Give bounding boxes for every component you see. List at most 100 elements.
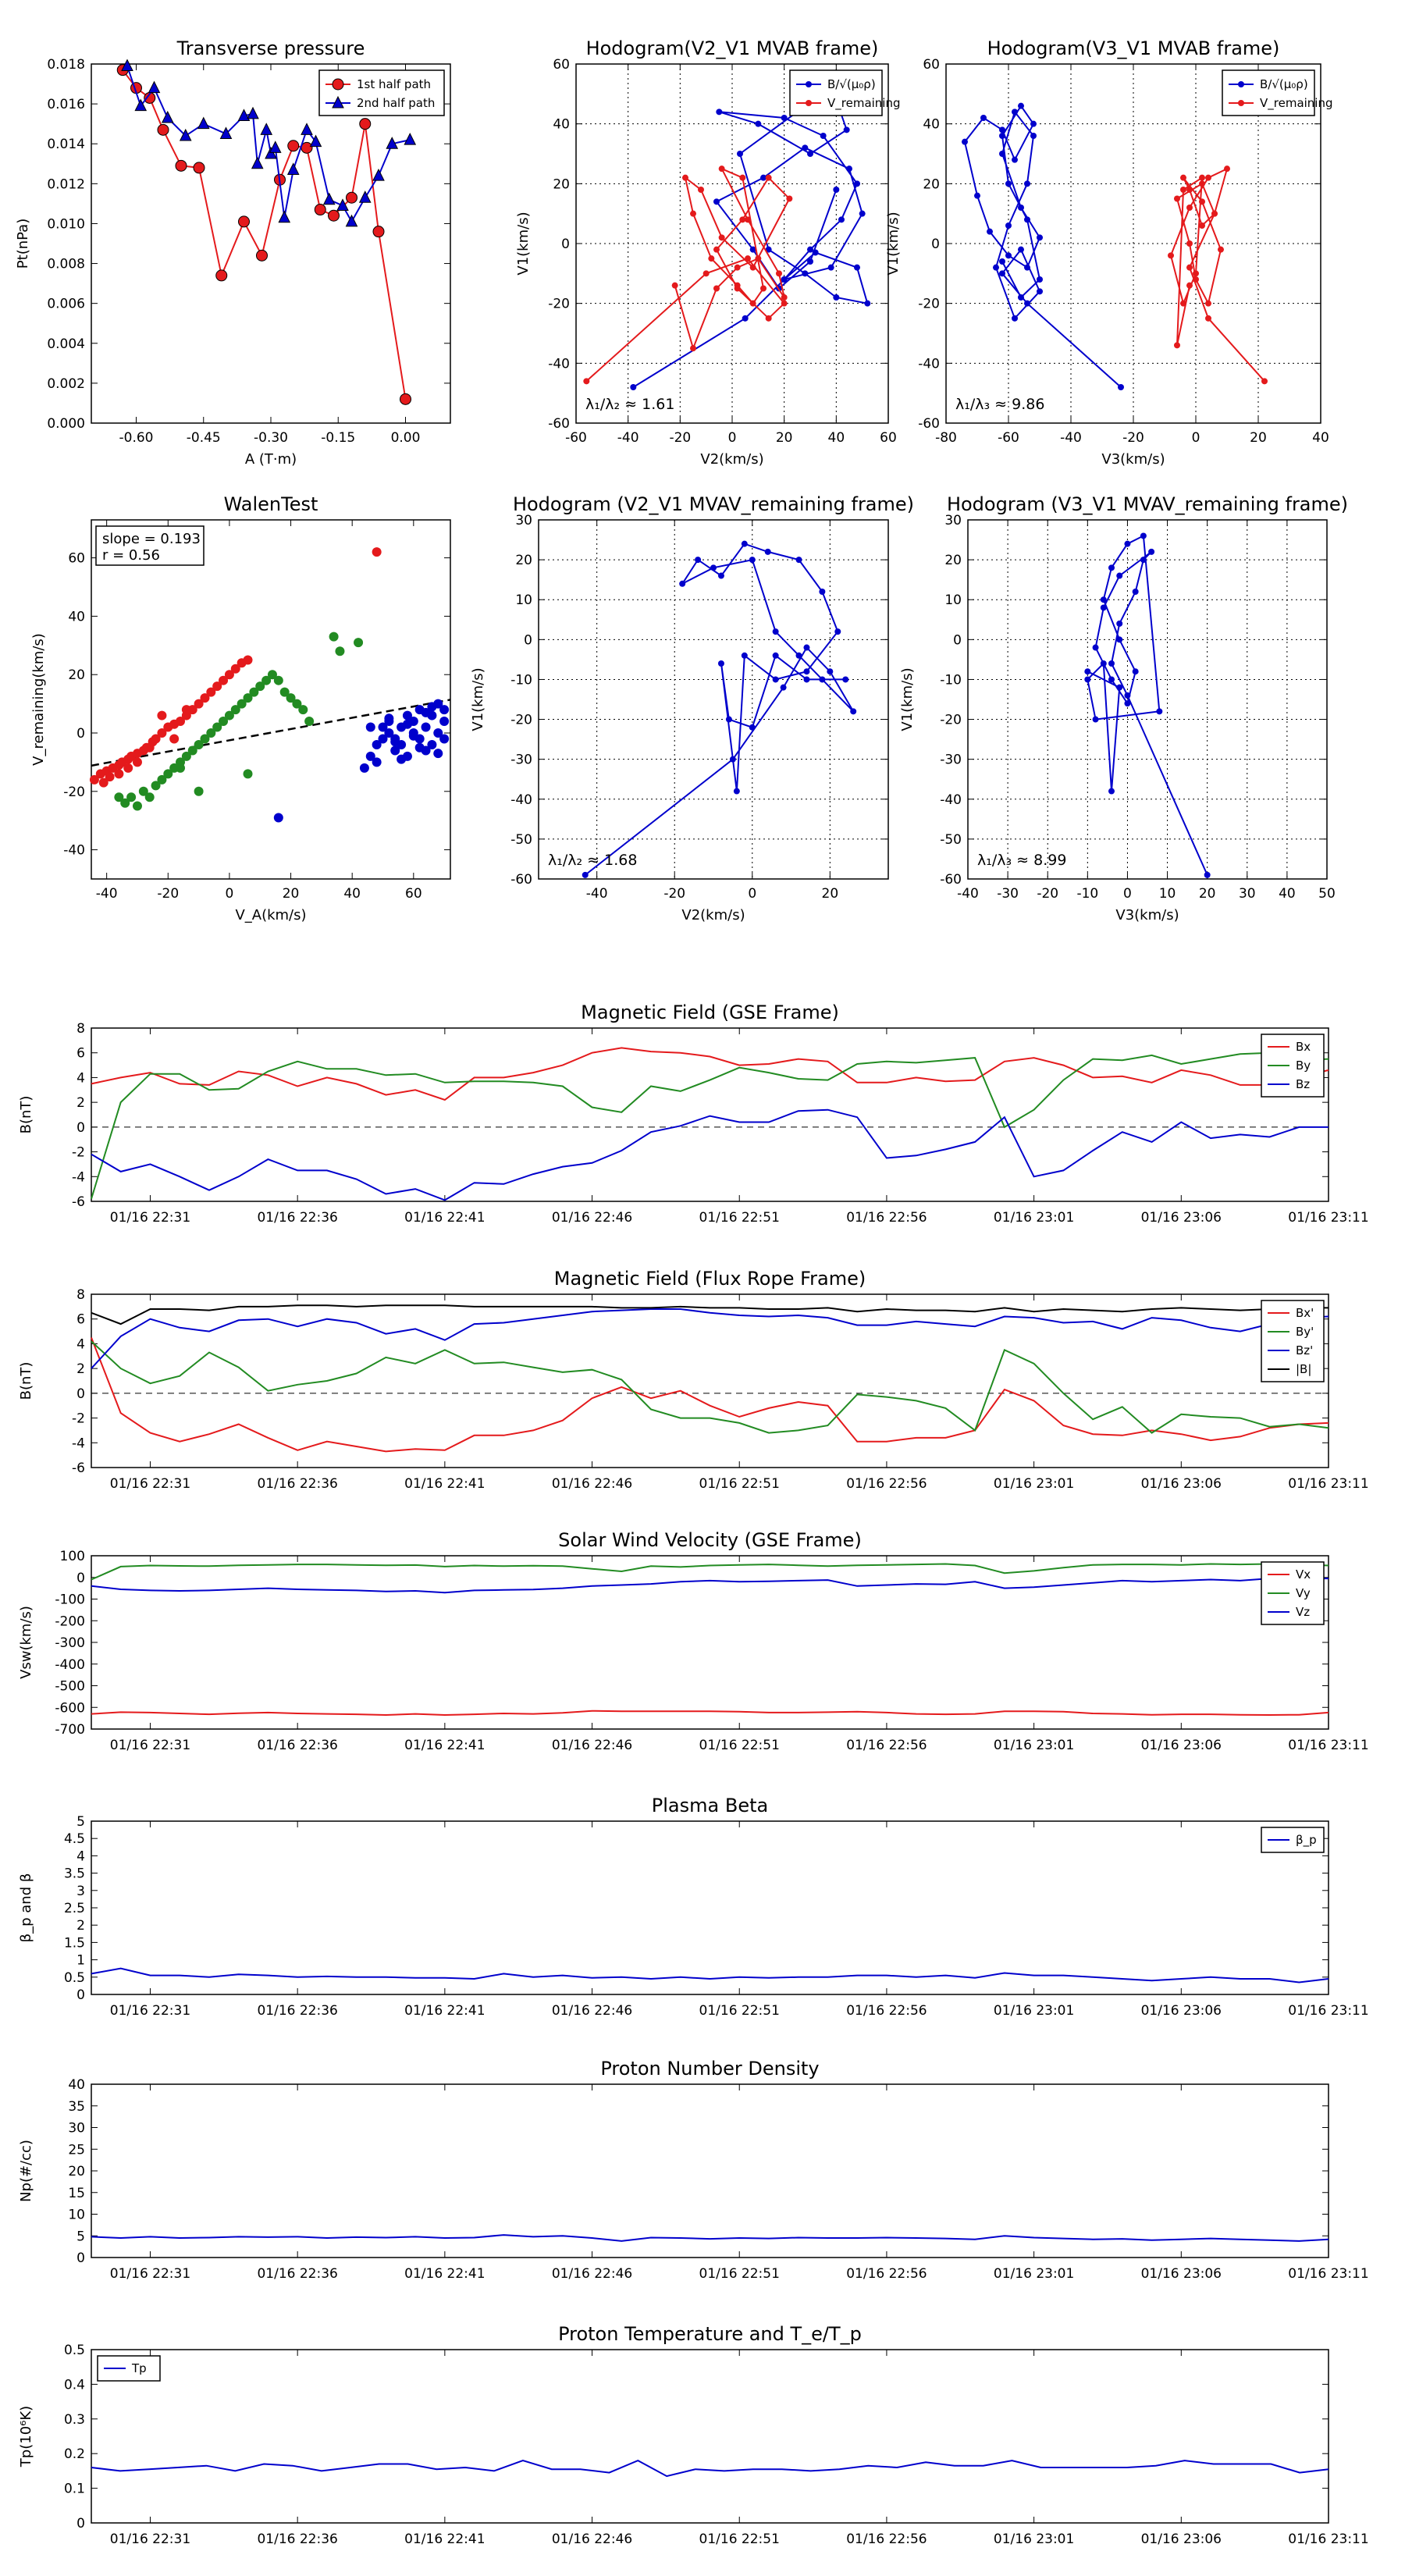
walen-series-1-point: [138, 786, 148, 796]
walen-series-1-point: [194, 786, 204, 796]
h1-series-1-point: [760, 285, 767, 292]
h2-series-0-point: [974, 192, 980, 199]
walen-series-1-point: [176, 763, 186, 773]
h3-series-0-point: [582, 871, 589, 878]
h2-legend-marker: [1238, 100, 1244, 106]
h2-series-1-point: [1180, 187, 1186, 193]
bfr-series-0-line: [91, 1337, 1329, 1453]
h4-xtick-label: 50: [1318, 886, 1336, 902]
h1-series-1-point: [755, 255, 762, 262]
h4-series-0-point: [1100, 660, 1107, 667]
walen-series-2-point: [433, 728, 443, 738]
h2-series-0-point: [1018, 246, 1024, 253]
h4-ytick-label: -40: [940, 792, 962, 808]
h3-series-0-point: [764, 548, 771, 555]
walen-series-1-point: [286, 693, 296, 703]
h1-series-1-point: [718, 234, 725, 241]
h2-series-0-point: [999, 258, 1005, 265]
tp-series-1-point: [251, 156, 264, 169]
h2-series-1-point: [1199, 198, 1205, 205]
vsw-title: Solar Wind Velocity (GSE Frame): [558, 1529, 862, 1551]
h4-series-0-point: [1132, 668, 1139, 675]
h3-series-0-point: [717, 572, 724, 579]
np-ytick-label: 35: [68, 2099, 85, 2115]
tp-series-1-point: [247, 106, 259, 119]
h1-ytick-label: -20: [548, 297, 570, 312]
h1-series-1-point: [708, 255, 715, 262]
walen-series-2-point: [433, 749, 443, 759]
h3-series-0-point: [842, 676, 849, 683]
beta-xtick-label: 01/16 22:51: [699, 2003, 780, 2019]
h1-series-0-point: [760, 174, 767, 181]
h4-series-0-point: [1108, 564, 1115, 571]
h1-xtick-label: -60: [565, 430, 587, 446]
bgse-ytick-label: 0: [76, 1120, 85, 1136]
walen-series-2-point: [365, 751, 375, 761]
h4-xtick-label: -40: [957, 886, 979, 902]
h4-series-0-point: [1116, 636, 1123, 643]
h2-series-0-point: [1012, 156, 1018, 163]
beta-title: Plasma Beta: [652, 1795, 768, 1816]
np-ytick-label: 40: [68, 2077, 85, 2093]
walen-annotation-box: [95, 525, 205, 566]
beta-legend-label: β_p: [1296, 1833, 1317, 1848]
tp-ytick-label: 0.016: [47, 97, 85, 112]
h3-chart: Hodogram (V2_V1 MVAV_remaining frame) -40…: [470, 493, 914, 923]
walen-ytick-label: -20: [63, 785, 85, 800]
h3-xtick-label: 0: [748, 886, 756, 902]
walen-series-1-point: [243, 693, 253, 703]
tp2-xtick-label: 01/16 22:56: [846, 2532, 927, 2547]
tp-series-1-point: [322, 192, 336, 205]
h2-series-0-point: [1018, 205, 1024, 211]
vsw-series-1-line: [91, 1563, 1329, 1581]
h3-series-0-point: [733, 788, 740, 795]
walen-series-1-point: [212, 722, 222, 732]
bgse-xtick-label: 01/16 22:51: [699, 1210, 780, 1226]
tp-chart: Transverse pressure -0.60 -0.45 -0.30 -0.15 0…: [15, 37, 451, 468]
tp-ylabel: Pt(nPa): [15, 219, 31, 269]
tp-ytick-label: 0.000: [47, 416, 85, 432]
h4-ytick-label: -50: [940, 832, 962, 848]
h1-series-0-point: [864, 300, 871, 307]
h1-series-1-point: [739, 216, 746, 223]
walen-series-0-point: [212, 681, 222, 692]
bgse-series-0-line: [91, 1047, 1329, 1101]
vsw-xtick-label: 01/16 22:56: [846, 1738, 927, 1753]
tp-series-1-point: [219, 126, 233, 139]
walen-annotation-line: slope = 0.193: [102, 531, 201, 547]
walen-series-2-point: [414, 742, 425, 753]
h2-series-1-point: [1261, 378, 1268, 385]
beta-xtick-label: 01/16 23:11: [1288, 2003, 1368, 2019]
h1-annotation: λ₁/λ₂ ≈ 1.61: [585, 396, 674, 413]
walen-series-1-point: [126, 792, 137, 802]
h1-chart: Hodogram(V2_V1 MVAB frame) -60 -40 -20 0 20 40…: [515, 37, 901, 468]
walen-series-0-point: [89, 774, 99, 785]
bfr-legend-label: Bz': [1296, 1343, 1313, 1357]
h2-series-1-point: [1174, 342, 1180, 349]
walen-series-0-point: [372, 547, 382, 557]
h4-xlabel: V3(km/s): [1115, 907, 1179, 923]
bfr-xtick-label: 01/16 22:41: [404, 1476, 485, 1492]
h1-series-0-point: [812, 249, 819, 256]
h2-series-0-line: [963, 104, 1122, 388]
bfr-xtick-label: 01/16 22:31: [110, 1476, 190, 1492]
h4-series-0-point: [1204, 871, 1211, 878]
walen-series-1-point: [157, 774, 167, 785]
tp-ytick-label: 0.014: [47, 137, 85, 152]
h2-series-1-point: [1199, 222, 1205, 229]
beta-ytick-label: 3: [76, 1884, 85, 1899]
h1-legend: [789, 69, 883, 116]
tp2-xtick-label: 01/16 23:11: [1288, 2532, 1368, 2547]
tp-series-1-point: [121, 59, 133, 72]
tp-xtick-label: -0.15: [321, 430, 355, 446]
bfr-ytick-label: -6: [72, 1461, 85, 1476]
h2-series-1-point: [1205, 174, 1211, 181]
tp-series-0-point: [157, 123, 169, 136]
walen-series-2-point: [439, 717, 450, 727]
walen-series-2-point: [402, 719, 412, 729]
h3-ytick-label: 0: [524, 632, 532, 648]
h1-series-0-point: [859, 210, 866, 217]
h1-series-1-point: [702, 270, 710, 277]
walen-ylabel: V_remaining(km/s): [30, 633, 47, 766]
